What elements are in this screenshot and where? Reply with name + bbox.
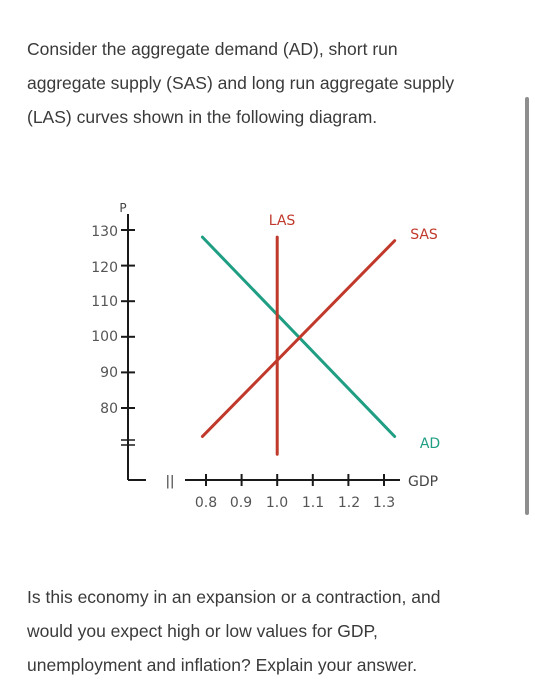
sas-curve bbox=[200, 239, 397, 438]
x-tick-label: 1.1 bbox=[302, 495, 324, 511]
ad-curve-label: AD bbox=[420, 436, 440, 452]
x-tick-label: 1.2 bbox=[338, 495, 360, 511]
curves bbox=[200, 235, 397, 456]
y-tick-marks bbox=[121, 229, 135, 409]
prompt-line: would you expect high or low values for … bbox=[27, 621, 378, 641]
y-tick-label: 120 bbox=[91, 260, 118, 276]
y-axis-break bbox=[121, 439, 135, 446]
y-tick-label: 110 bbox=[91, 294, 118, 310]
x-tick-label: 1.0 bbox=[266, 495, 288, 511]
intro-line: Consider the aggregate demand (AD), shor… bbox=[27, 39, 398, 59]
x-tick-label: 1.3 bbox=[373, 495, 395, 511]
las-curve-label: LAS bbox=[269, 213, 296, 229]
x-axis-break: || bbox=[166, 474, 175, 489]
prompt-line: unemployment and inflation? Explain your… bbox=[27, 655, 418, 675]
x-axis-label: GDP bbox=[408, 474, 438, 490]
question-prompt: Is this economy in an expansion or a con… bbox=[27, 580, 512, 682]
x-tick-labels: 0.8 0.9 1.0 1.1 1.2 1.3 bbox=[195, 495, 395, 511]
prompt-line: Is this economy in an expansion or a con… bbox=[27, 587, 441, 607]
scrollbar[interactable] bbox=[525, 97, 529, 515]
intro-line: aggregate supply (SAS) and long run aggr… bbox=[27, 73, 455, 93]
y-tick-labels: 130 120 110 100 90 80 bbox=[91, 224, 118, 417]
y-tick-label: 90 bbox=[100, 365, 118, 381]
y-tick-label: 100 bbox=[91, 329, 118, 345]
x-tick-marks bbox=[205, 474, 385, 486]
y-axis-label: P bbox=[119, 201, 126, 215]
question-intro: Consider the aggregate demand (AD), shor… bbox=[27, 32, 512, 134]
x-tick-label: 0.8 bbox=[195, 495, 217, 511]
y-tick-label: 80 bbox=[100, 401, 118, 417]
sas-curve-label: SAS bbox=[410, 227, 438, 243]
x-tick-label: 0.9 bbox=[230, 495, 252, 511]
intro-line: (LAS) curves shown in the following diag… bbox=[27, 107, 378, 127]
y-tick-label: 130 bbox=[91, 224, 118, 240]
